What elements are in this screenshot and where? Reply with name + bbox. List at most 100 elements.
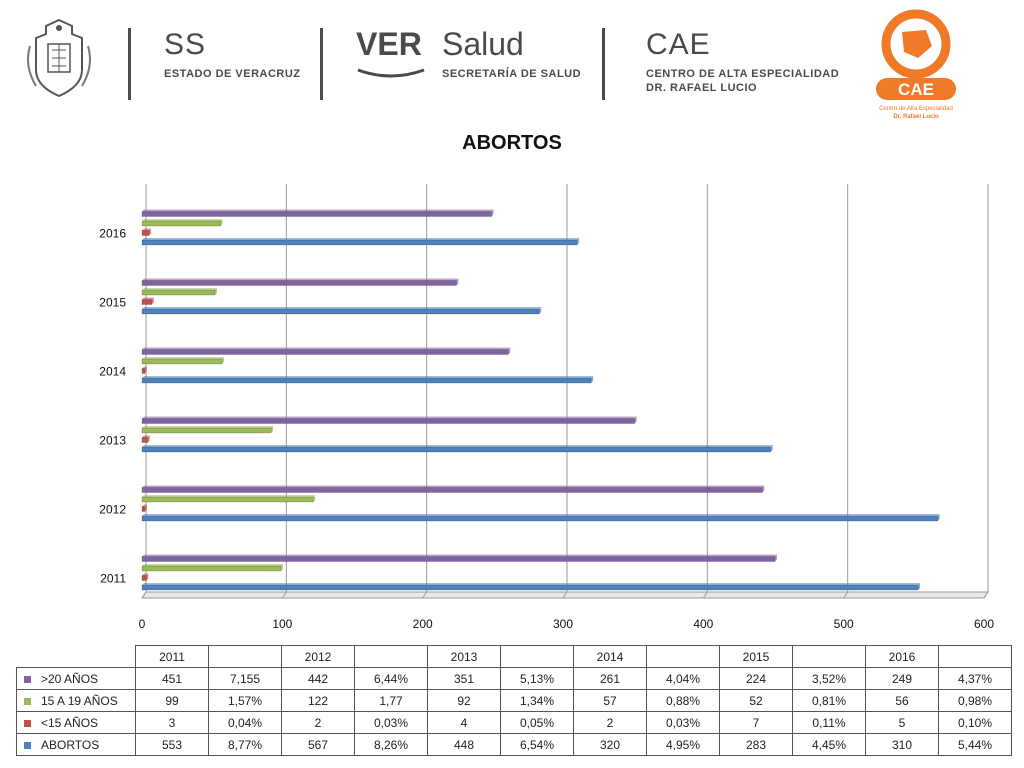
bar bbox=[141, 308, 540, 315]
bar-top bbox=[142, 297, 154, 300]
bar-top bbox=[142, 228, 152, 231]
bar-top bbox=[142, 514, 940, 516]
table-cell: 2 bbox=[281, 711, 355, 734]
badge-text: CAE bbox=[898, 80, 934, 99]
x-tick-label: 100 bbox=[272, 617, 292, 631]
y-tick-label: 2016 bbox=[99, 227, 126, 241]
bar-side bbox=[508, 347, 511, 355]
ss-subtitle: ESTADO DE VERACRUZ bbox=[164, 68, 301, 80]
bar bbox=[141, 368, 146, 374]
table-cell: 1,57% bbox=[208, 689, 282, 712]
bar bbox=[141, 556, 776, 562]
table-cell: 351 bbox=[427, 667, 501, 690]
y-tick-label: 2015 bbox=[99, 296, 126, 310]
x-tick-label: 300 bbox=[553, 617, 573, 631]
table-cell: 0,88% bbox=[646, 689, 720, 712]
bar bbox=[141, 446, 771, 453]
table-cell: 3 bbox=[135, 711, 209, 734]
bar bbox=[141, 575, 147, 581]
table-cell: 0,03% bbox=[354, 711, 428, 734]
table-row: 15 A 19 AÑOS 99 1,57% 122 1,77 92 1,34% 57 0,88%… bbox=[16, 689, 1012, 712]
bar-side bbox=[280, 564, 283, 571]
table-header-cell: 2015 bbox=[719, 645, 793, 668]
table-cell: 5,13% bbox=[500, 667, 574, 690]
table-cell: 57 bbox=[573, 689, 647, 712]
bar bbox=[141, 211, 492, 217]
table-corner bbox=[16, 645, 136, 668]
table-row: ABORTOS 553 8,77% 567 8,26% 448 6,54% 320 4,95% 2… bbox=[16, 733, 1012, 756]
table-cell: 0,81% bbox=[792, 689, 866, 712]
bar bbox=[141, 280, 457, 286]
table-cell: 553 bbox=[135, 733, 209, 756]
bar bbox=[141, 427, 272, 434]
bar-side bbox=[491, 209, 494, 217]
bar-side bbox=[146, 573, 149, 581]
badge-subtitle-1: Centro de Alta Especialidad bbox=[879, 106, 953, 112]
bar-side bbox=[151, 297, 154, 305]
table-cell: 1,34% bbox=[500, 689, 574, 712]
table-cell: 0,05% bbox=[500, 711, 574, 734]
x-tick-label: 0 bbox=[139, 617, 146, 631]
bar-side bbox=[271, 426, 274, 433]
table-cell: 8,77% bbox=[208, 733, 282, 756]
bar-top bbox=[142, 307, 542, 309]
table-cell: 2 bbox=[573, 711, 647, 734]
table-cell: 4,95% bbox=[646, 733, 720, 756]
bar-side bbox=[144, 504, 147, 512]
table-cell: 99 bbox=[135, 689, 209, 712]
bar-side bbox=[220, 219, 223, 226]
table-row: <15 AÑOS 3 0,04% 2 0,03% 4 0,05% 2 0,03% 7 0,11% 5 0… bbox=[16, 711, 1012, 734]
table-row-label: 15 A 19 AÑOS bbox=[16, 689, 136, 712]
table-cell: 122 bbox=[281, 689, 355, 712]
bar-side bbox=[937, 514, 940, 521]
table-cell: 320 bbox=[573, 733, 647, 756]
bar-top bbox=[142, 485, 765, 488]
table-header-row: 2011 2012 2013 2014 2015 2016 bbox=[16, 645, 1012, 668]
gridline-floor bbox=[281, 591, 287, 599]
bar-side bbox=[149, 228, 152, 236]
cae-logo: CAE bbox=[646, 28, 711, 61]
table-cell: 56 bbox=[865, 689, 939, 712]
table-cell: 0,98% bbox=[938, 689, 1012, 712]
y-tick-label: 2013 bbox=[99, 434, 126, 448]
bar bbox=[141, 220, 221, 227]
table-cell: 4 bbox=[427, 711, 501, 734]
bar-side bbox=[147, 435, 150, 443]
bar-top bbox=[142, 435, 150, 438]
table-header-cell: 2013 bbox=[427, 645, 501, 668]
bar-side bbox=[313, 495, 316, 502]
x-tick-label: 500 bbox=[834, 617, 854, 631]
bar-side bbox=[591, 376, 594, 383]
bar-side bbox=[774, 554, 777, 562]
table-row-label: >20 AÑOS bbox=[16, 667, 136, 690]
bar bbox=[141, 487, 763, 493]
gridline-floor bbox=[843, 591, 849, 599]
gridline-floor bbox=[422, 591, 428, 599]
salud-logo: Salud bbox=[442, 26, 524, 62]
bar-top bbox=[142, 554, 777, 557]
ver-logo: VER bbox=[356, 26, 422, 62]
bar-top bbox=[142, 426, 274, 428]
bar-top bbox=[142, 366, 147, 369]
bar-top bbox=[142, 445, 773, 447]
cae-subtitle-2: DR. RAFAEL LUCIO bbox=[646, 82, 758, 94]
bar-top bbox=[142, 376, 594, 378]
gridline-floor bbox=[141, 591, 147, 599]
gridline-floor bbox=[562, 591, 568, 599]
bar-side bbox=[456, 278, 459, 286]
legend-label: >20 AÑOS bbox=[41, 671, 99, 686]
table-header-cell bbox=[208, 645, 282, 668]
bar bbox=[141, 299, 153, 305]
legend-label: 15 A 19 AÑOS bbox=[41, 693, 118, 708]
bar-top bbox=[142, 564, 283, 566]
bar-side bbox=[770, 445, 773, 452]
gridline-floor bbox=[702, 591, 708, 599]
bar-top bbox=[142, 495, 316, 497]
badge-subtitle-2: Dr. Rafael Lucio bbox=[893, 114, 939, 120]
table-cell: 1,77 bbox=[354, 689, 428, 712]
table-header-cell bbox=[938, 645, 1012, 668]
table-cell: 6,54% bbox=[500, 733, 574, 756]
ver-swoosh-icon bbox=[357, 68, 425, 78]
y-tick-label: 2012 bbox=[99, 503, 126, 517]
y-tick-label: 2014 bbox=[99, 365, 126, 379]
